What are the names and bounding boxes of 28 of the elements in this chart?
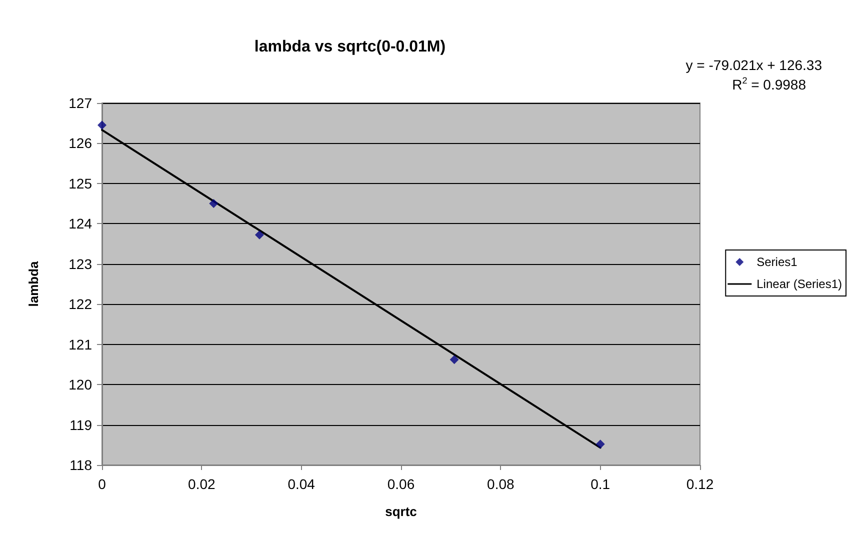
y-tick-label: 121 (68, 336, 92, 352)
y-tick-label: 126 (68, 135, 92, 152)
x-tick-label: 0.08 (487, 476, 515, 492)
y-tick-label: 122 (68, 296, 92, 312)
y-tick-label: 124 (68, 216, 92, 232)
point (209, 199, 218, 208)
x-tick-label: 0.04 (288, 476, 316, 492)
point (98, 120, 106, 130)
legend-label: Series1 (756, 255, 798, 269)
y-axis-title: lambda (26, 260, 41, 307)
point (254, 230, 264, 240)
y-tick-label: 119 (70, 416, 92, 433)
chart-title: lambda vs sqrtc(0-0.01M) (254, 38, 446, 56)
y-tick-label: 120 (68, 376, 92, 393)
point (450, 355, 459, 364)
x-tick-label: 0.06 (387, 476, 415, 492)
y-tick-label: 125 (68, 175, 92, 192)
x-tick-label: 0.1 (590, 476, 610, 492)
x-tick-label: 0.12 (686, 476, 714, 492)
y-tick-label: 127 (68, 95, 92, 111)
y-tick-label: 118 (70, 457, 92, 473)
x-tick-label: 0.02 (188, 476, 216, 492)
x-axis-title: sqrtc (385, 504, 417, 519)
y-tick-label: 123 (68, 256, 92, 272)
point (596, 440, 605, 449)
legend-label: Linear (Series1) (756, 277, 842, 291)
x-tick-label: 0 (98, 476, 106, 492)
text: y = -79.021x + 126.33 (686, 57, 822, 73)
